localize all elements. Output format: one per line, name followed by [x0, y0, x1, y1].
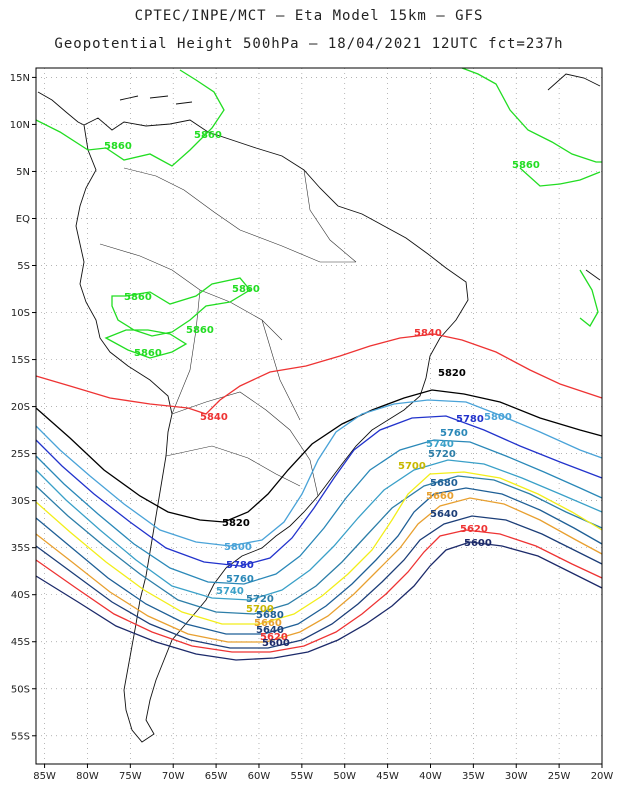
lon-tick-label: 25W: [548, 771, 571, 782]
contour-5600: [35, 541, 603, 661]
contour-5700: [35, 471, 603, 625]
lat-tick-label: 5N: [16, 167, 30, 178]
contour-label-5820-b: 5820: [222, 518, 250, 529]
contour-5720: [35, 475, 603, 615]
latitude-axis: 15N 10N 5N EQ 5S 10S 15S 20S 25S 30S 35S 40S 45S 50S 5…: [10, 73, 36, 742]
contour-label-5800-a: 5800: [484, 412, 512, 423]
lon-tick-label: 85W: [33, 771, 56, 782]
lat-tick-label: 20S: [11, 402, 30, 413]
lon-tick-label: 35W: [462, 771, 485, 782]
lat-tick-label: 10S: [11, 308, 30, 319]
contour-label-5760-b: 5760: [226, 574, 254, 585]
contour-label-5600-a: 5600: [464, 538, 492, 549]
contour-label-5620-a: 5620: [460, 524, 488, 535]
contour-5860-north: [35, 67, 602, 187]
lon-tick-label: 50W: [333, 771, 356, 782]
map-area: [36, 68, 602, 764]
contour-label-5620-b: 5620: [260, 632, 288, 643]
contour-label-5680-b: 5680: [256, 610, 284, 621]
contour-label-5780-b: 5780: [226, 560, 254, 571]
contour-labels: 5860 5860 5860 5860 5860 5860 5860 5840 …: [104, 130, 540, 649]
lon-tick-label: 70W: [162, 771, 185, 782]
contour-label-5840-a: 5840: [414, 328, 442, 339]
lon-tick-label: 40W: [419, 771, 442, 782]
continent-outline: [37, 73, 601, 743]
lon-tick-label: 60W: [248, 771, 271, 782]
contour-label-5860-g: 5860: [134, 348, 162, 359]
contour-label-5860-a: 5860: [194, 130, 222, 141]
lat-tick-label: 50S: [11, 684, 30, 695]
lon-tick-label: 80W: [76, 771, 99, 782]
lat-tick-label: 45S: [11, 637, 30, 648]
contour-label-5680-a: 5680: [430, 478, 458, 489]
lon-tick-label: 30W: [505, 771, 528, 782]
contour-5660: [35, 497, 603, 643]
lon-tick-label: 45W: [376, 771, 399, 782]
caribbean-islands: [119, 95, 193, 105]
lat-tick-label: 5S: [17, 261, 30, 272]
contour-label-5780-a: 5780: [456, 414, 484, 425]
lat-tick-label: 40S: [11, 590, 30, 601]
longitude-axis: 85W 80W 75W 70W 65W 60W 55W 50W 45W 40W 35W 30W 25W 2…: [33, 764, 613, 782]
lon-tick-label: 65W: [205, 771, 228, 782]
contour-label-5820-a: 5820: [438, 368, 466, 379]
contour-5780: [35, 415, 603, 567]
lon-tick-label: 55W: [291, 771, 314, 782]
contour-lines: [35, 67, 603, 661]
contour-label-5660-b: 5660: [254, 618, 282, 629]
contour-label-5800-b: 5800: [224, 542, 252, 553]
lat-tick-label: 35S: [11, 543, 30, 554]
contour-label-5840-b: 5840: [200, 412, 228, 423]
contour-label-5600-b: 5600: [262, 638, 290, 649]
contour-label-5860-e: 5860: [124, 292, 152, 303]
lat-tick-label: 30S: [11, 496, 30, 507]
contour-label-5660-a: 5660: [426, 491, 454, 502]
africa-coast: [547, 73, 601, 281]
contour-5840: [35, 333, 603, 415]
contour-5620: [35, 529, 603, 653]
contour-label-5740-b: 5740: [216, 586, 244, 597]
contour-label-5720-b: 5720: [246, 594, 274, 605]
contour-5760: [35, 439, 603, 585]
contour-label-5860-f: 5860: [186, 325, 214, 336]
contour-label-5700-b: 5700: [246, 604, 274, 615]
contour-label-5860-b: 5860: [104, 141, 132, 152]
chart-title-line2: Geopotential Height 500hPa – 18/04/2021 …: [54, 36, 564, 52]
contour-label-5700-a: 5700: [398, 461, 426, 472]
lat-tick-label: 10N: [10, 120, 30, 131]
south-america-coastline: [75, 117, 469, 743]
contour-label-5720-a: 5720: [428, 449, 456, 460]
contour-5820: [35, 389, 603, 523]
contour-5680: [35, 487, 603, 635]
contour-label-5740-a: 5740: [426, 439, 454, 450]
contour-5640: [35, 515, 603, 649]
contour-label-5640-a: 5640: [430, 509, 458, 520]
lat-tick-label: 25S: [11, 449, 30, 460]
contour-label-5860-c: 5860: [512, 160, 540, 171]
contour-5740: [35, 459, 603, 601]
contour-label-5640-b: 5640: [256, 625, 284, 636]
contour-label-5760-a: 5760: [440, 428, 468, 439]
map-frame: [35, 67, 603, 765]
lon-tick-label: 75W: [119, 771, 142, 782]
contour-5800: [35, 399, 603, 547]
chart-title-line1: CPTEC/INPE/MCT – Eta Model 15km – GFS: [134, 8, 484, 24]
lat-tick-label: 55S: [11, 731, 30, 742]
lat-tick-label: 15S: [11, 355, 30, 366]
country-borders: [99, 167, 357, 497]
lat-tick-label: 15N: [10, 73, 30, 84]
central-america: [37, 91, 85, 126]
lon-tick-label: 20W: [591, 771, 614, 782]
contour-label-5860-d: 5860: [232, 284, 260, 295]
contour-5860-amazon: [104, 269, 599, 359]
lat-tick-label: EQ: [16, 214, 30, 225]
